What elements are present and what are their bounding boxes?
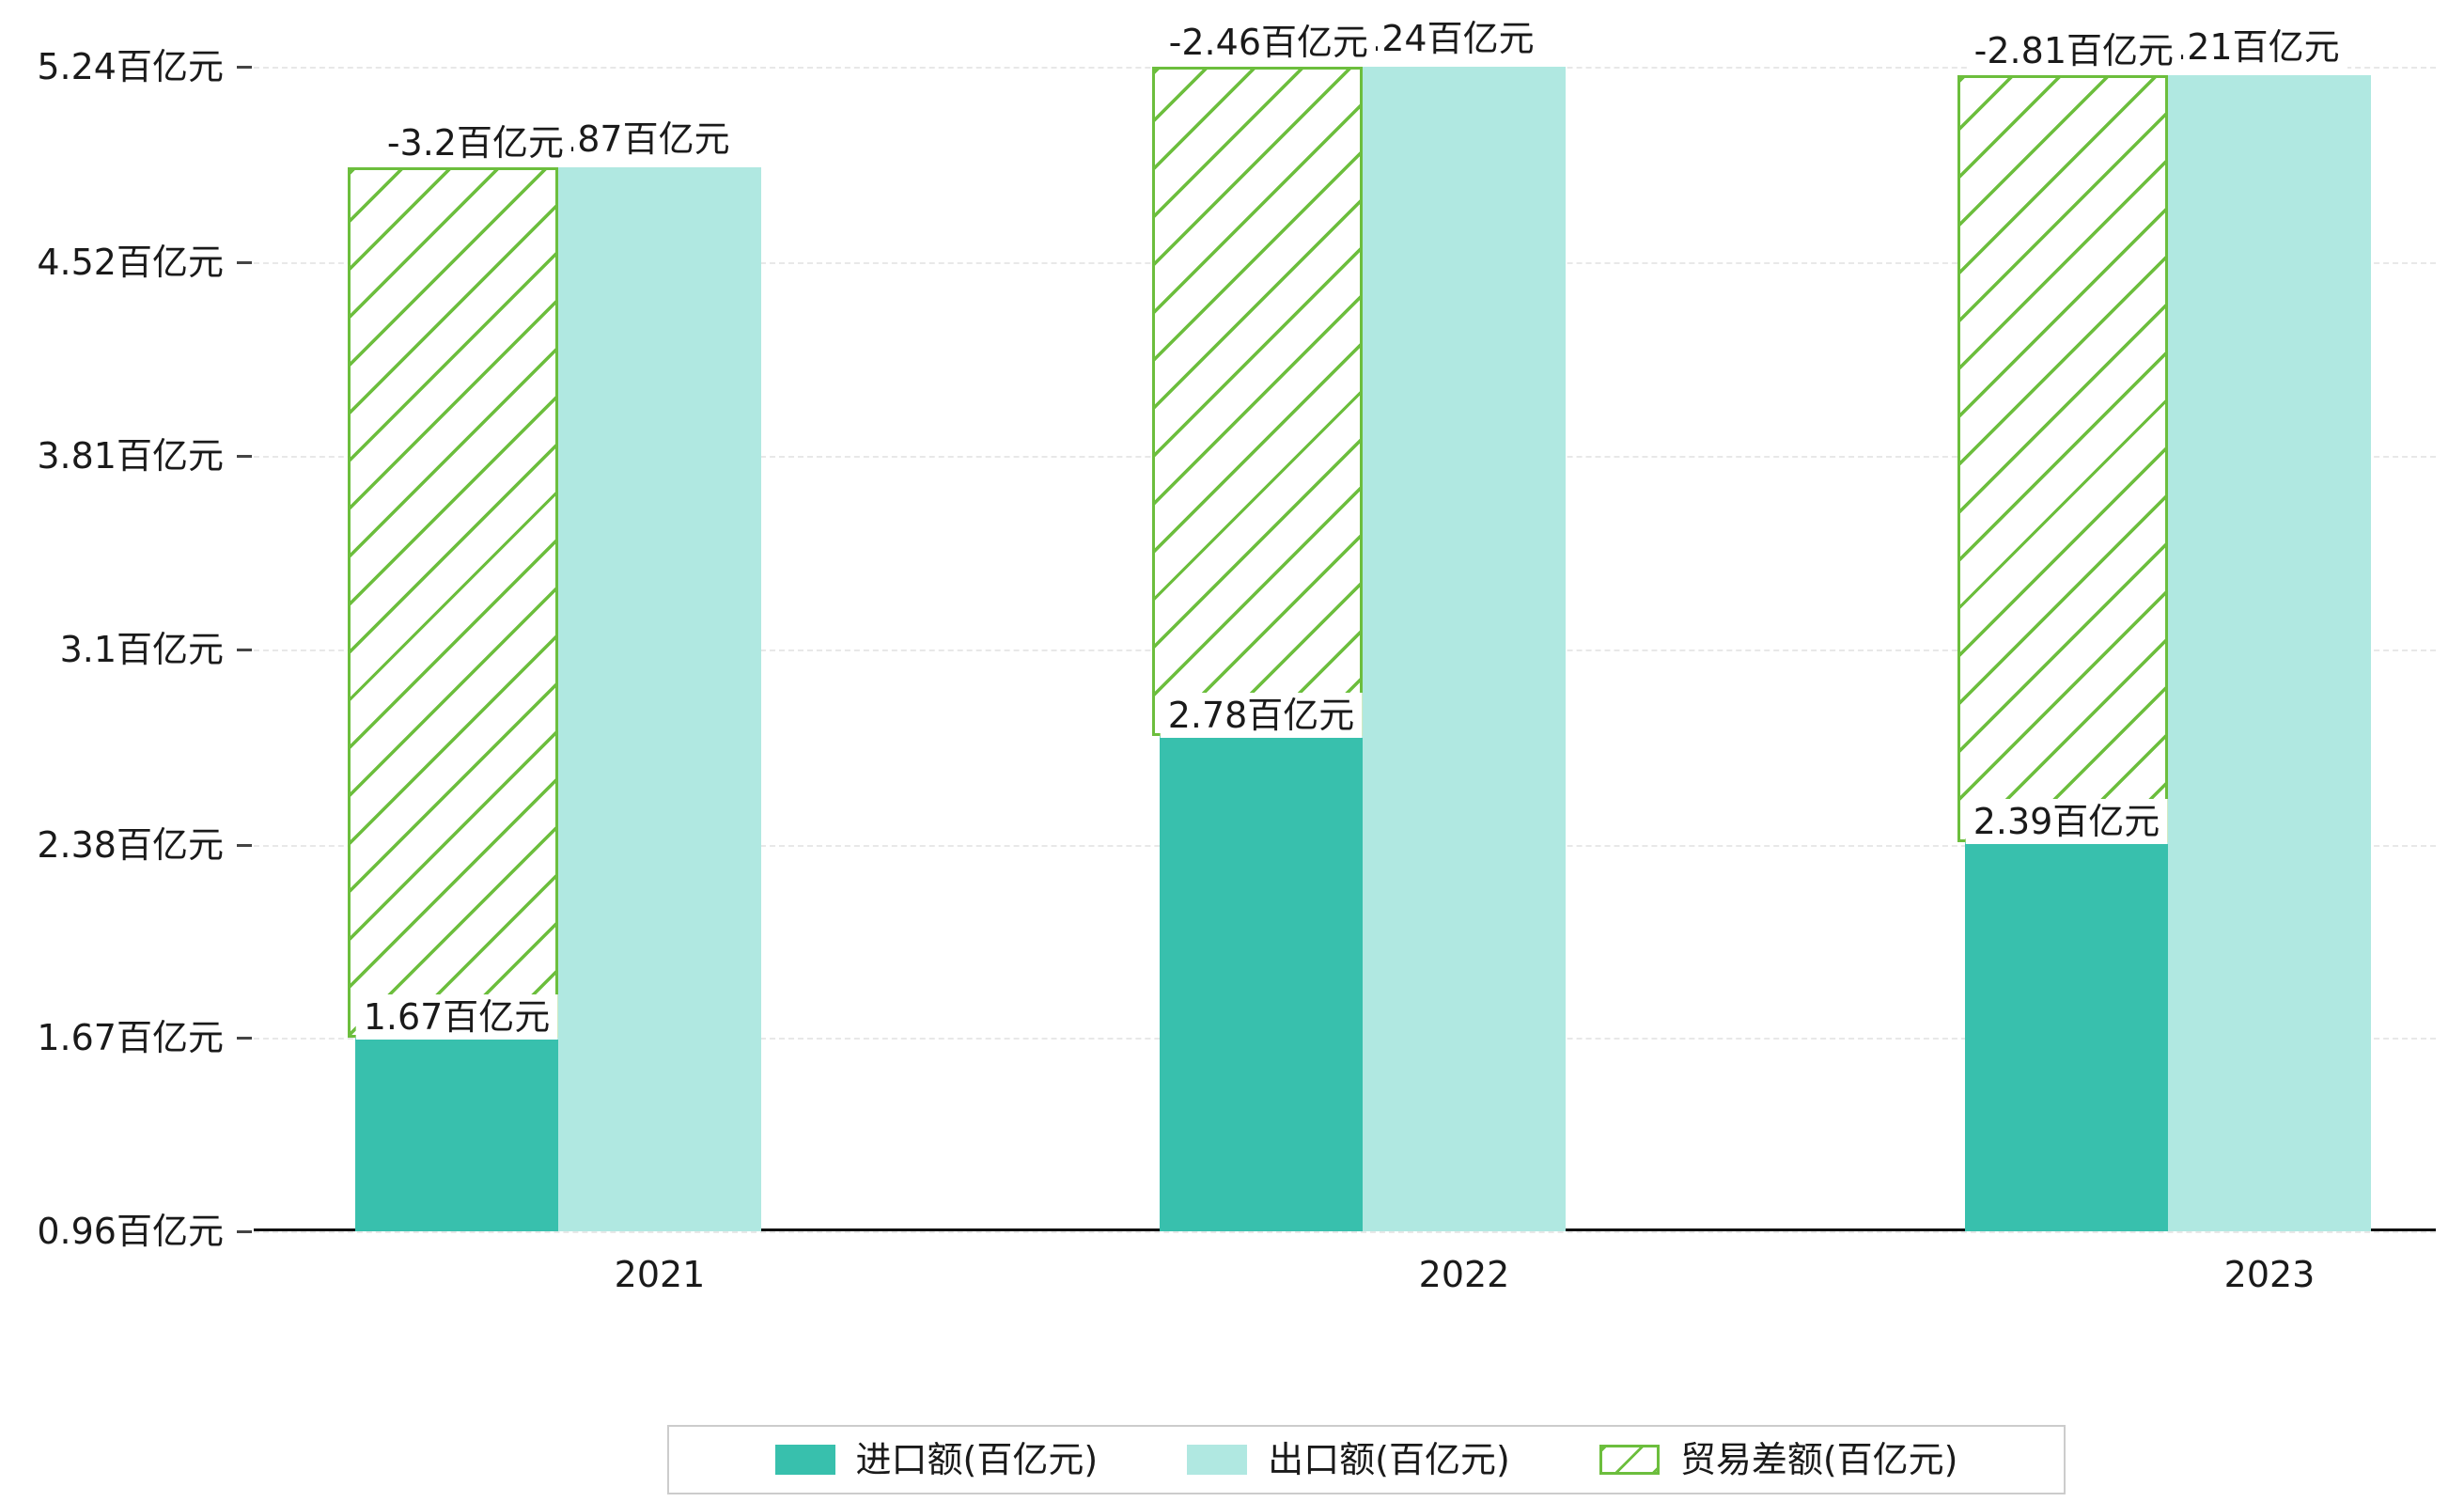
y-axis-tick-label: 5.24百亿元 <box>37 46 224 87</box>
import-bar <box>1965 842 2168 1231</box>
legend-item: 贸易差额(百亿元) <box>1598 1439 1958 1480</box>
y-axis-tick-label: 2.38百亿元 <box>37 823 224 866</box>
trade-balance-bar <box>1152 67 1363 737</box>
gridline <box>254 1231 2436 1233</box>
x-axis-label: 2021 <box>614 1254 706 1295</box>
trade-balance-bar <box>1957 74 2168 843</box>
import-value-label: 2.78百亿元 <box>1160 693 1363 739</box>
legend-label: 进口额(百亿元) <box>855 1439 1099 1480</box>
export-bar <box>558 167 761 1231</box>
legend-item: 进口额(百亿元) <box>774 1439 1099 1480</box>
y-axis-tick-mark <box>237 454 252 458</box>
trade-balance-value-label: -2.81百亿元 <box>1966 27 2181 73</box>
legend-label: 贸易差额(百亿元) <box>1679 1439 1958 1480</box>
export-bar <box>1363 67 1566 1231</box>
export-bar <box>2168 74 2371 1231</box>
legend-swatch-balance <box>1598 1445 1660 1475</box>
import-bar <box>355 1038 558 1231</box>
trade-balance-bar <box>348 167 558 1039</box>
import-value-label: 2.39百亿元 <box>1965 799 2168 845</box>
legend-swatch-export <box>1187 1445 1248 1475</box>
import-value-label: 1.67百亿元 <box>355 994 558 1040</box>
y-axis-tick-label: 1.67百亿元 <box>37 1017 224 1059</box>
y-axis-tick-mark <box>237 1230 252 1233</box>
y-axis-tick-mark <box>237 843 252 847</box>
trade-balance-value-label: -3.2百亿元 <box>379 120 571 166</box>
legend-label: 出口额(百亿元) <box>1268 1439 1510 1480</box>
y-axis-tick-mark <box>237 648 252 651</box>
x-axis-label: 2022 <box>1418 1254 1510 1295</box>
plot-area: 1.67百亿元 4.87百亿元 -3.2百亿元 2.78百亿元 5.24百亿元 -2.46… <box>254 16 2436 1233</box>
import-bar <box>1160 736 1363 1231</box>
y-axis-tick-label: 3.81百亿元 <box>37 434 224 477</box>
y-axis-tick-label: 3.1百亿元 <box>59 628 224 670</box>
y-axis-tick-mark <box>237 1037 252 1040</box>
y-axis-tick-label: 0.96百亿元 <box>37 1211 224 1252</box>
x-axis-label: 2023 <box>2223 1254 2316 1295</box>
legend-swatch-import <box>774 1445 835 1475</box>
y-axis-tick-label: 4.52百亿元 <box>37 242 224 284</box>
y-axis-tick-mark <box>237 261 252 265</box>
y-axis-tick-mark <box>237 66 252 69</box>
legend-item: 出口额(百亿元) <box>1187 1439 1510 1480</box>
trade-balance-value-label: -2.46百亿元 <box>1161 20 1376 65</box>
legend-box: 进口额(百亿元) 出口额(百亿元) 贸易差额(百亿元) <box>667 1425 2066 1494</box>
